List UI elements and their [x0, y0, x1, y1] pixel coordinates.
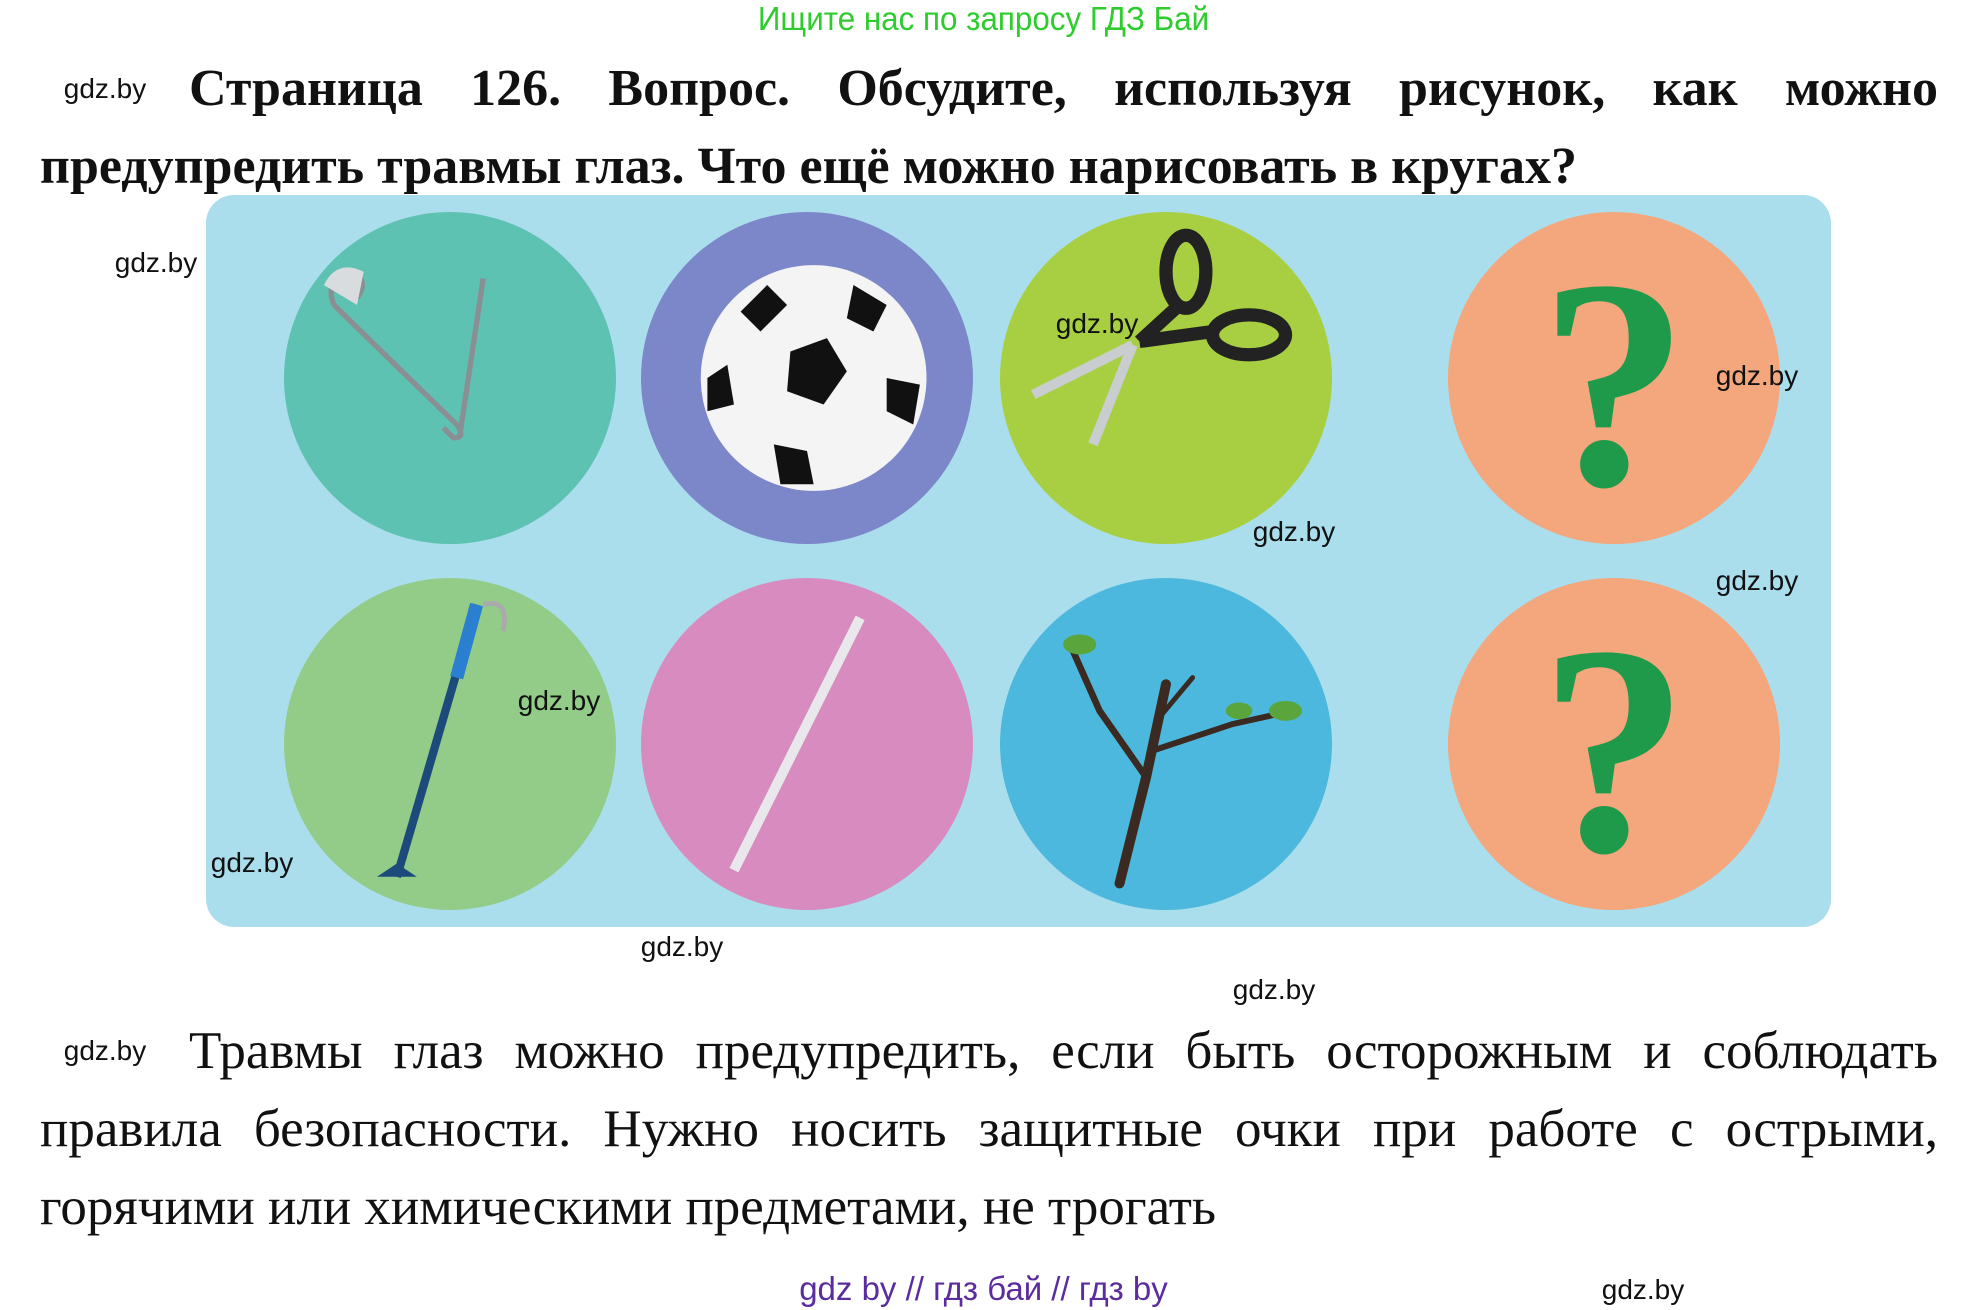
soccer-ball-icon — [641, 212, 973, 544]
svg-text:?: ? — [1539, 584, 1688, 910]
watermark: gdz.by — [640, 931, 724, 962]
watermark: gdz.by — [114, 247, 198, 278]
watermark: gdz.by — [1715, 360, 1799, 391]
watermark: gdz.by — [63, 73, 147, 104]
watermark: gdz.by — [1055, 308, 1139, 339]
watermark: gdz.by — [1601, 1274, 1685, 1305]
question-title: Страница 126. Вопрос. Обсудите, использу… — [40, 60, 1938, 195]
footer-links[interactable]: gdz by // гдз бай // гдз by — [799, 1270, 1168, 1307]
safety-pin-icon — [284, 212, 616, 544]
scissors-icon — [1000, 212, 1332, 544]
watermark: gdz.by — [1232, 974, 1316, 1005]
watermark: gdz.by — [1252, 516, 1336, 547]
question-mark-icon: ? — [1448, 212, 1780, 549]
watermark: gdz.by — [1715, 565, 1799, 596]
knitting-needle-icon — [641, 578, 973, 910]
watermark: gdz.by — [517, 685, 601, 716]
header-ad[interactable]: Ищите нас по запросу ГДЗ Бай — [757, 0, 1210, 37]
hook-stick-icon — [284, 578, 616, 910]
watermark: gdz.by — [210, 847, 294, 878]
watermark: gdz.by — [63, 1035, 147, 1066]
tree-branch-icon — [1000, 578, 1332, 910]
question-mark-icon: ? — [1448, 578, 1780, 915]
svg-text:?: ? — [1539, 218, 1688, 544]
illustration-panel: ? ? — [206, 195, 1831, 927]
answer-text: Травмы глаз можно предупредить, если быт… — [40, 1022, 1938, 1236]
